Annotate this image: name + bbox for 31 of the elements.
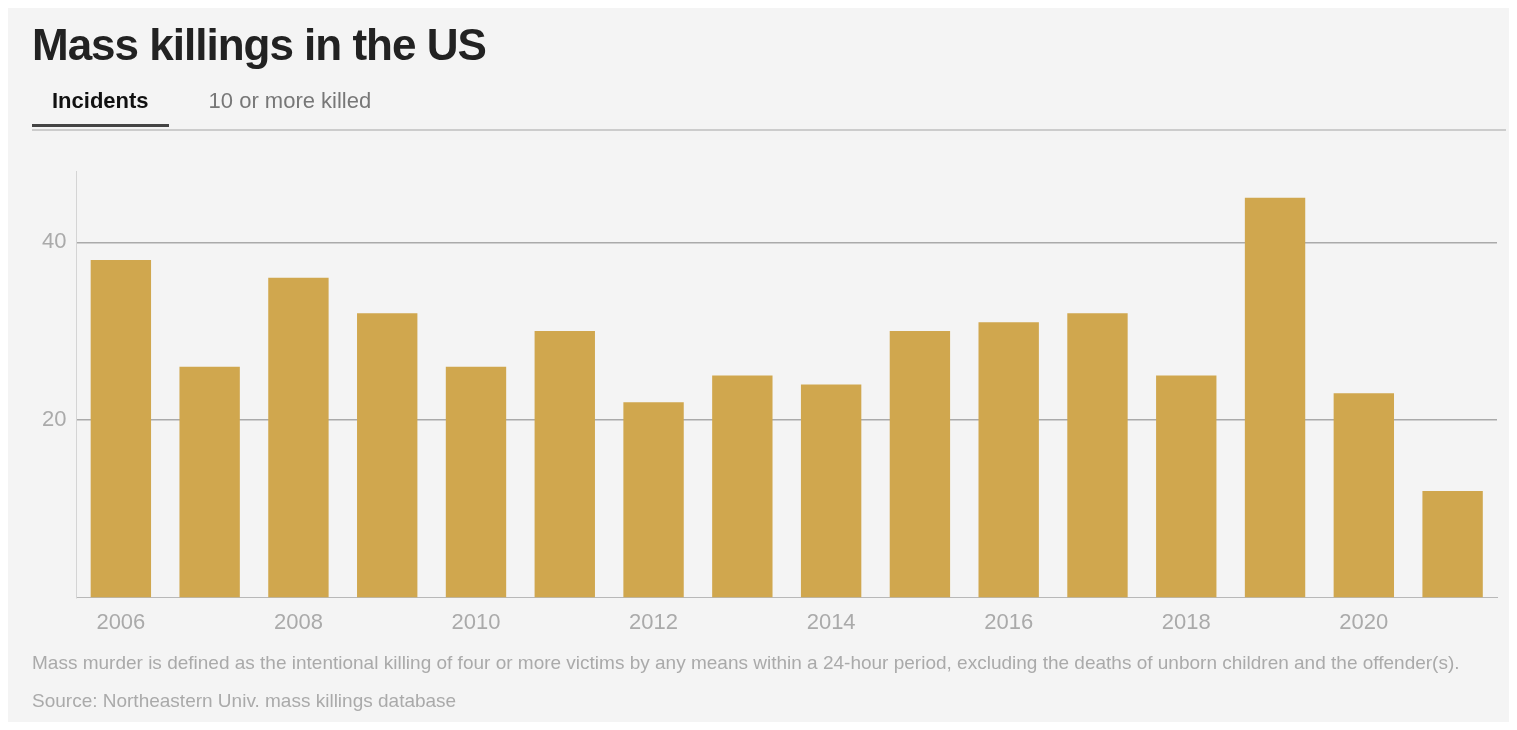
bar	[712, 375, 773, 598]
bar	[445, 366, 507, 598]
x-tick-label: 2018	[1161, 608, 1211, 634]
x-tick-label: 2008	[273, 608, 323, 634]
bar	[800, 384, 862, 598]
bar	[1422, 491, 1483, 598]
text: Mass murder is defined as the intentional killing of four or more victims by any means within a 24-hour period, excluding the deaths of unborn children and the offender(s).	[32, 652, 1460, 674]
bar	[1156, 375, 1217, 598]
bar	[1333, 393, 1395, 598]
x-tick-label: 2006	[96, 608, 146, 634]
y-tick-label: 20	[41, 406, 67, 431]
bar	[179, 366, 240, 598]
bar	[357, 313, 418, 598]
source-note: Source: Northeastern Univ. mass killings database	[32, 690, 457, 712]
x-tick-label: 2012	[629, 608, 679, 634]
chart-title: Mass killings in the US	[32, 20, 486, 70]
x-tick-label: 2016	[984, 608, 1034, 634]
bar	[1067, 313, 1128, 598]
text: Incidents	[32, 88, 169, 127]
y-tick-label: 40	[41, 228, 67, 254]
bar	[90, 260, 152, 598]
x-tick-label: 2010	[451, 608, 501, 634]
x-tick-label: 2020	[1339, 608, 1389, 634]
x-tick-label: 2014	[806, 608, 856, 634]
bar	[1244, 197, 1306, 598]
bar	[978, 322, 1039, 598]
text: 10 or more killed	[207, 88, 373, 115]
bar	[623, 402, 684, 598]
bar	[889, 331, 951, 598]
bar	[534, 331, 595, 598]
bar	[268, 277, 329, 598]
